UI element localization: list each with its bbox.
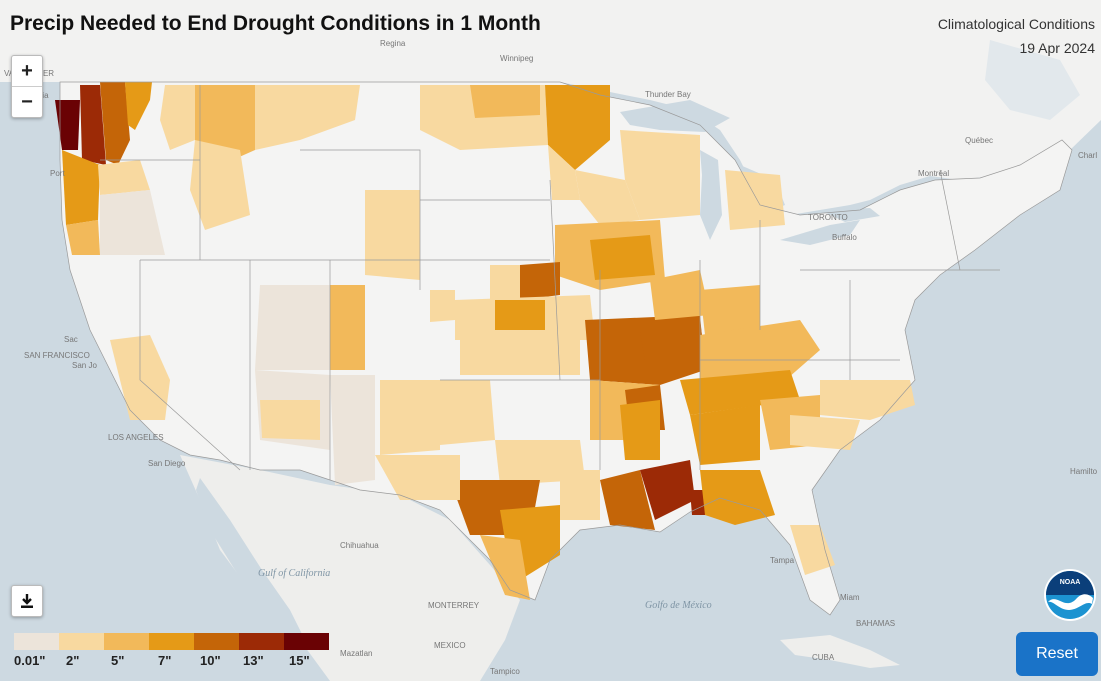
- region-iowa: [590, 235, 655, 280]
- legend-label: 0.01": [14, 653, 46, 668]
- legend-swatch: [104, 633, 149, 650]
- download-button[interactable]: [11, 585, 43, 617]
- label-charlotte: Charl: [1078, 151, 1097, 160]
- zoom-out-button[interactable]: −: [12, 86, 42, 117]
- condition-type: Climatological Conditions: [937, 16, 1095, 32]
- legend-color-bar: [14, 633, 334, 650]
- label-toronto: TORONTO: [808, 213, 848, 222]
- label-gulf-of-mexico: Golfo de México: [645, 600, 712, 611]
- map-title: Precip Needed to End Drought Conditions …: [10, 12, 541, 35]
- legend-label: 7": [158, 653, 172, 668]
- label-san-francisco: SAN FRANCISCO: [24, 351, 90, 360]
- label-thunder-bay: Thunder Bay: [645, 90, 691, 99]
- label-chihuahua: Chihuahua: [340, 541, 379, 550]
- region-or-coast: [62, 150, 100, 225]
- label-montreal: Montréal: [918, 169, 949, 178]
- canada-land: [0, 0, 1101, 215]
- map-date: 19 Apr 2024: [1019, 40, 1095, 56]
- noaa-logo-text: NOAA: [1060, 579, 1081, 586]
- label-gulf-of-california: Gulf of California: [258, 568, 330, 579]
- label-cuba: CUBA: [812, 653, 835, 662]
- label-portland: Port: [50, 169, 65, 178]
- label-mexico: MEXICO: [434, 641, 466, 650]
- region-wa-coast: [55, 100, 80, 150]
- legend-labels: 0.01" 2" 5" 7" 10" 13" 15": [14, 650, 334, 670]
- label-miami: Miam: [840, 593, 860, 602]
- legend-swatch: [59, 633, 104, 650]
- legend: 0.01" 2" 5" 7" 10" 13" 15": [14, 633, 334, 670]
- zoom-in-button[interactable]: +: [21, 60, 33, 82]
- legend-swatch: [284, 633, 329, 650]
- region-wa-west: [80, 85, 106, 165]
- label-tampico: Tampico: [490, 667, 520, 676]
- legend-label: 15": [289, 653, 310, 668]
- label-los-angeles: LOS ANGELES: [108, 433, 164, 442]
- legend-label: 5": [111, 653, 125, 668]
- reset-button[interactable]: Reset: [1016, 632, 1098, 676]
- legend-label: 10": [200, 653, 221, 668]
- label-san-jose: San Jo: [72, 361, 97, 370]
- download-icon: [21, 594, 33, 608]
- legend-label: 13": [243, 653, 264, 668]
- zoom-control: + −: [11, 55, 43, 118]
- label-sacramento: Sac: [64, 335, 78, 344]
- label-monterrey: MONTERREY: [428, 601, 480, 610]
- label-regina: Regina: [380, 39, 406, 48]
- label-san-diego: San Diego: [148, 459, 186, 468]
- label-mazatlan: Mazatlan: [340, 649, 372, 658]
- mexico-land: [180, 455, 520, 681]
- legend-swatch: [14, 633, 59, 650]
- label-quebec: Québec: [965, 136, 993, 145]
- legend-swatch: [194, 633, 239, 650]
- info-panel: Climatological Conditions 19 Apr 2024: [938, 12, 1095, 60]
- legend-label: 2": [66, 653, 80, 668]
- legend-swatch: [239, 633, 284, 650]
- label-winnipeg: Winnipeg: [500, 54, 533, 63]
- region-louisiana: [640, 460, 695, 520]
- noaa-logo[interactable]: NOAA: [1043, 568, 1097, 622]
- legend-swatch: [149, 633, 194, 650]
- label-buffalo: Buffalo: [832, 233, 857, 242]
- great-lakes: [620, 100, 730, 132]
- region-wa-cascades: [100, 82, 130, 165]
- label-bahamas: BAHAMAS: [856, 619, 895, 628]
- label-tampa: Tampa: [770, 556, 795, 565]
- label-hamilton: Hamilto: [1070, 467, 1098, 476]
